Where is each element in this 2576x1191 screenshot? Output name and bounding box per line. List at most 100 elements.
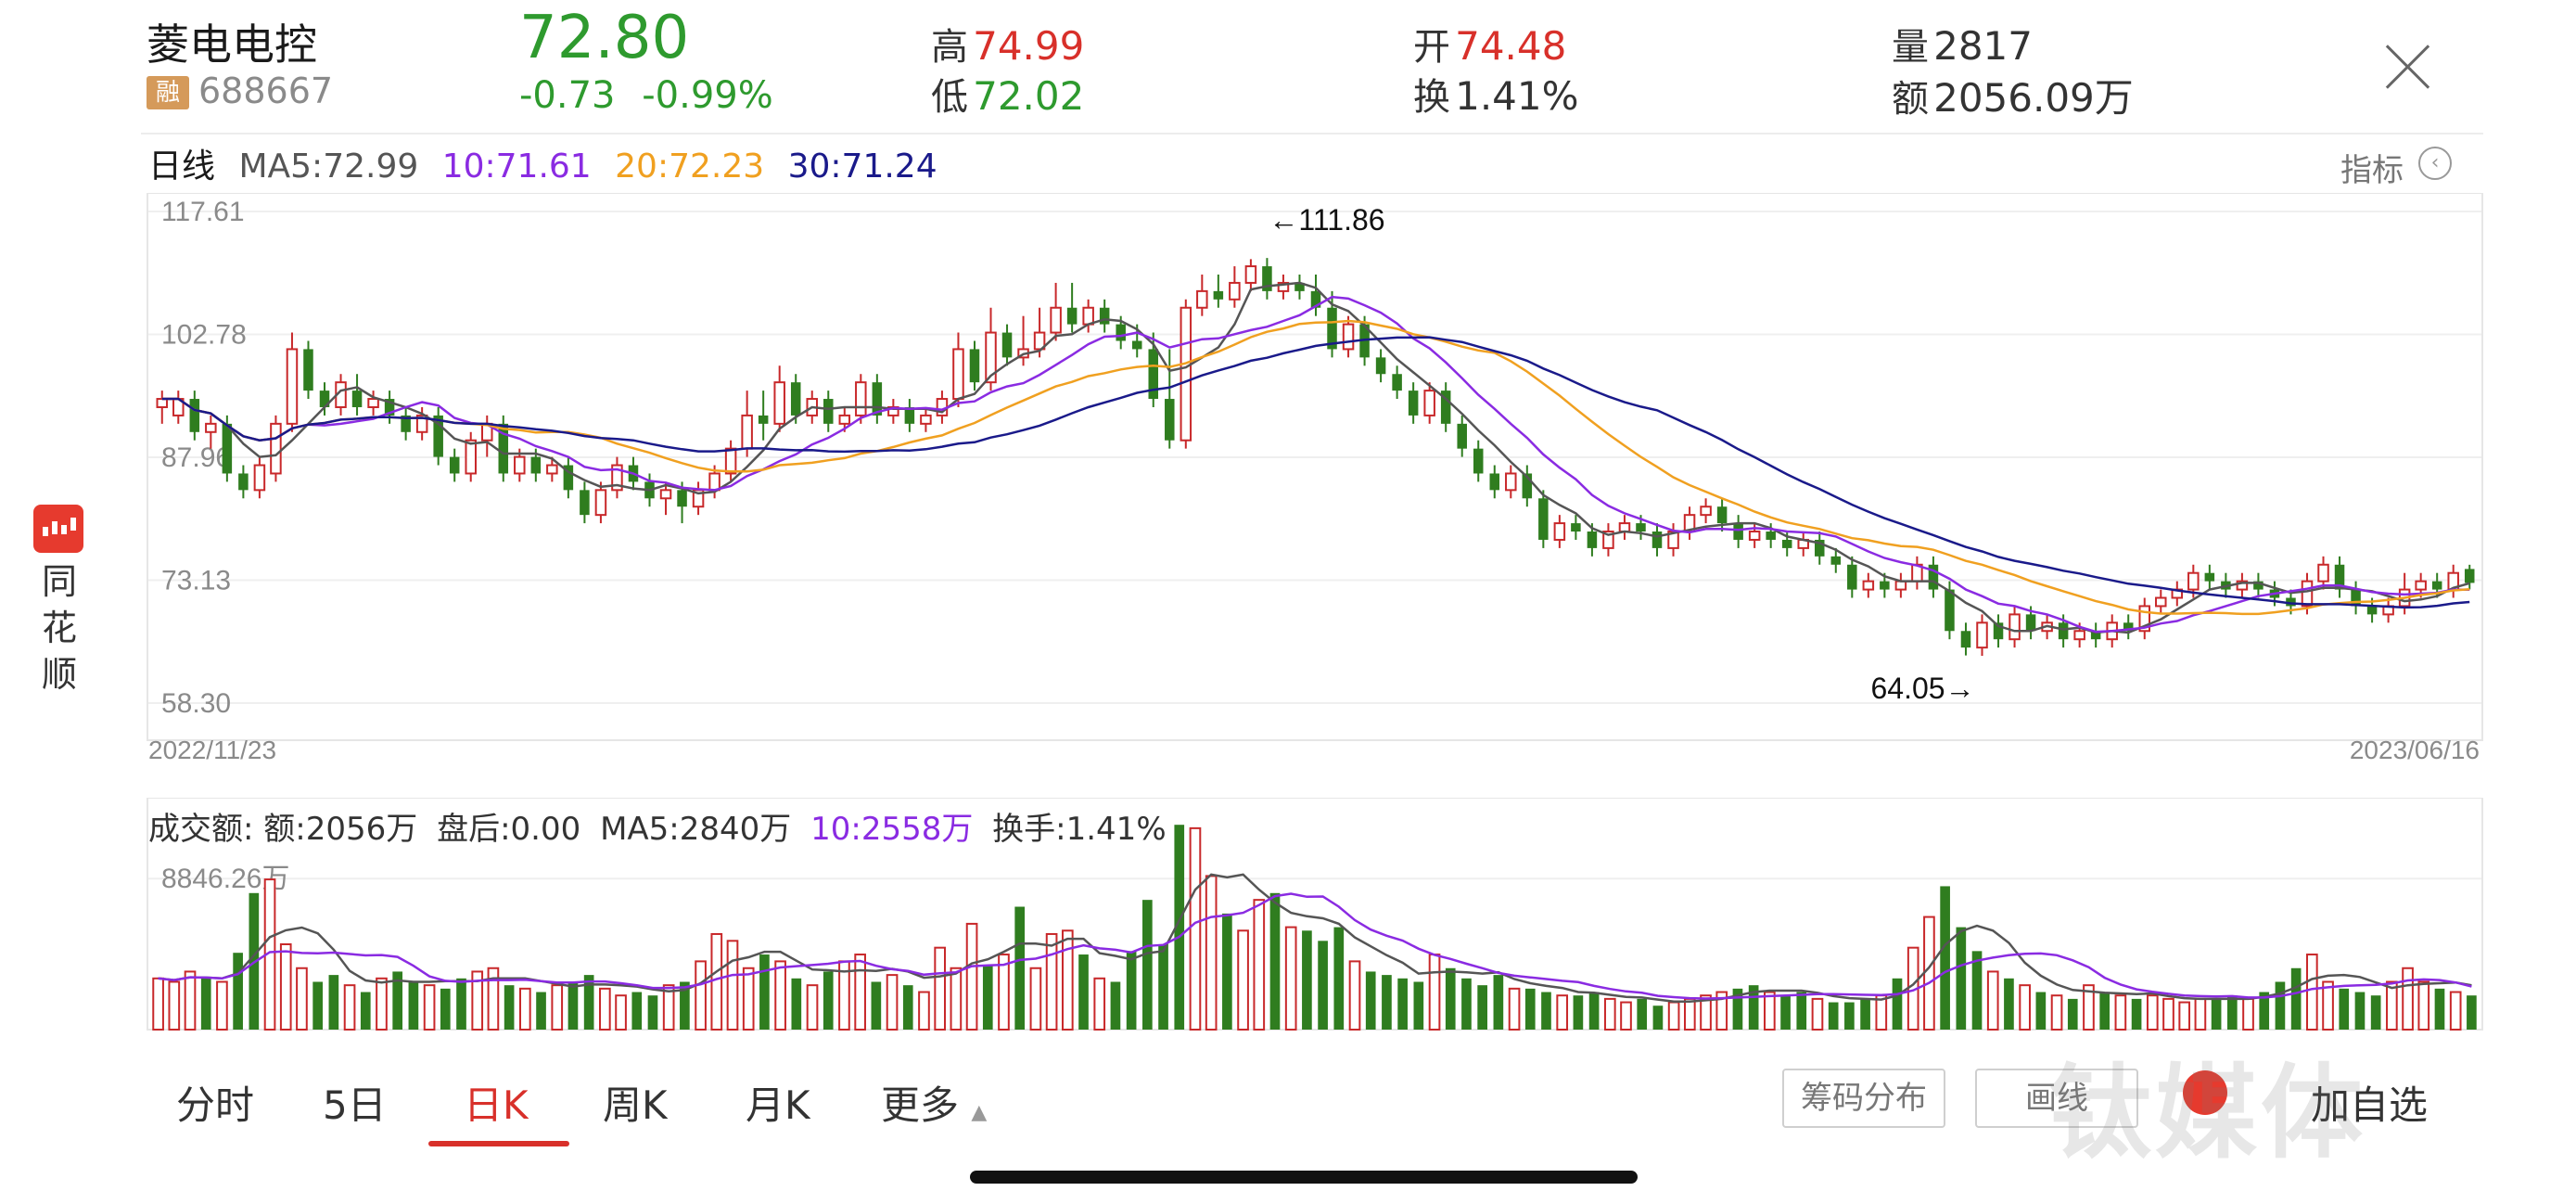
chevron-left-icon[interactable]: ‹	[2418, 147, 2452, 180]
volume-ma5: MA5:2840万	[600, 811, 792, 848]
volume-turnover: 换手:1.41%	[992, 811, 1167, 848]
volume-bar-up	[184, 970, 197, 1031]
volume-bar-up	[1764, 991, 1776, 1031]
y-tick-label: 117.61	[161, 197, 245, 227]
volume-ma10: 10:2558万	[810, 811, 974, 848]
volume-bar-down	[2434, 988, 2445, 1030]
volume-bar-down	[1652, 1005, 1664, 1030]
ma20-label: 20:72.23	[615, 147, 765, 186]
volume-bar-down	[1269, 892, 1281, 1030]
candle-down	[1489, 473, 1500, 491]
candle-down	[2351, 589, 2361, 607]
candle-down	[2123, 622, 2134, 632]
volume-bar-up	[2083, 984, 2095, 1031]
high-stat: 高 74.99	[931, 17, 1084, 70]
tab-5day[interactable]: 5日	[323, 1082, 387, 1128]
logo-icon	[33, 505, 83, 553]
volume-bar-up	[2019, 984, 2031, 1031]
candle-down	[303, 349, 313, 391]
price-plot-frame	[147, 193, 2483, 741]
quote-header: 菱电电控 融 688667 72.80 -0.73 -0.99% 高 74.99…	[0, 0, 2576, 134]
tab-intraday[interactable]: 分时	[176, 1082, 255, 1128]
volume-bar-up	[2050, 994, 2063, 1031]
candle-down	[2204, 572, 2215, 582]
candle-up	[156, 398, 169, 408]
volume-bar-up	[2386, 980, 2398, 1031]
candle-down	[1880, 581, 1890, 590]
volume-bar-up	[774, 960, 786, 1031]
candle-down	[1327, 307, 1337, 350]
candle-down	[1960, 631, 1971, 648]
candle-up	[2187, 571, 2200, 591]
volume-bar-up	[1667, 1001, 1680, 1031]
volume-bar-up	[1700, 994, 1712, 1031]
low-label: 低	[931, 76, 968, 119]
volume-bar-down	[2035, 992, 2047, 1030]
candle-up	[1342, 323, 1355, 351]
volume-bar-up	[487, 967, 500, 1031]
volume-plot-frame	[147, 798, 2483, 1031]
candle-up	[1277, 281, 1290, 292]
candle-up	[270, 422, 282, 475]
candle-down	[1571, 523, 1581, 532]
candle-up	[1748, 531, 1761, 541]
volume-bar-down	[1174, 825, 1185, 1030]
volume-bar-up	[2194, 997, 2207, 1031]
candle-up	[286, 348, 299, 425]
home-indicator[interactable]	[970, 1171, 1638, 1184]
volume-bar-down	[2290, 967, 2302, 1030]
add-watchlist-button[interactable]: 加自选	[2311, 1082, 2429, 1128]
candle-down	[1733, 523, 1743, 540]
volume-bar-down	[1637, 998, 1648, 1030]
volume-bar-down	[1940, 886, 1950, 1030]
ma30-label: 30:71.24	[787, 147, 937, 186]
volume-bar-up	[1284, 926, 1297, 1031]
volume-bar-down	[233, 953, 243, 1030]
tab-daily-k[interactable]: 日K	[464, 1082, 529, 1128]
volume-bar-down	[680, 981, 690, 1030]
volume-chart[interactable]: 8846.26万	[147, 798, 2483, 1039]
chip-distribution-button[interactable]: 筹码分布	[1782, 1069, 1945, 1128]
amount-stat: 额 2056.09万	[1892, 67, 2134, 123]
candle-down	[1781, 539, 1792, 548]
candle-up	[952, 348, 964, 401]
candle-up	[205, 422, 217, 433]
candle-up	[920, 414, 932, 425]
min-price-annotation: 64.05→	[1871, 672, 1975, 705]
tab-more-label: 更多	[881, 1082, 960, 1128]
indicator-button[interactable]: 指标	[2340, 152, 2404, 189]
candle-down	[2464, 569, 2475, 583]
volume-bar-down	[2275, 981, 2286, 1030]
y-tick-label: 102.78	[161, 320, 247, 351]
candle-down	[904, 406, 915, 424]
candlestick-chart[interactable]: 117.61 102.78 87.96 73.13 58.30 ←111.86 64.05→…	[147, 193, 2483, 768]
candle-down	[1847, 564, 1857, 590]
tab-weekly-k[interactable]: 周K	[603, 1082, 668, 1128]
volume-bar-down	[1780, 995, 1791, 1030]
candle-up	[1553, 522, 1566, 541]
volume-bar-down	[1158, 944, 1168, 1030]
volume-bar-up	[1205, 875, 1218, 1031]
tab-monthly-k[interactable]: 月K	[746, 1082, 810, 1128]
volume-bar-up	[2306, 954, 2318, 1031]
volume-label: 量	[1892, 26, 1929, 69]
volume-amount: 额:2056万	[263, 811, 418, 848]
candle-up	[2073, 630, 2085, 641]
add-watchlist-icon[interactable]	[2183, 1070, 2227, 1115]
watermark-logo: 钛媒体	[2049, 1054, 2366, 1172]
tab-more[interactable]: 更多 ▲	[881, 1074, 987, 1131]
candle-up	[514, 455, 526, 475]
volume-bar-up	[152, 977, 164, 1031]
candle-down	[2334, 564, 2345, 590]
candle-up	[708, 472, 721, 492]
volume-bar-up	[950, 967, 963, 1031]
draw-line-button[interactable]: 画线	[1975, 1069, 2138, 1128]
caret-up-icon: ▲	[971, 1101, 988, 1124]
candle-up	[1050, 306, 1062, 334]
volume-bar-down	[1477, 985, 1487, 1030]
logo-char-2: 花	[41, 608, 77, 648]
candle-down	[2366, 606, 2378, 615]
volume-bar-down	[1588, 992, 1600, 1030]
close-icon[interactable]	[2381, 41, 2433, 93]
volume-bar-up	[1061, 929, 1074, 1031]
